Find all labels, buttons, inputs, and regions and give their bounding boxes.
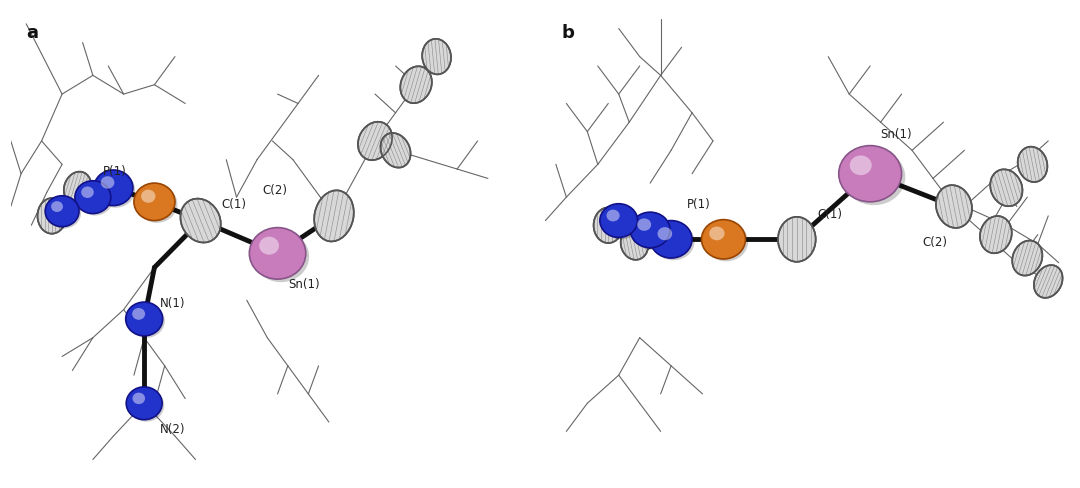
Circle shape bbox=[75, 181, 111, 214]
Circle shape bbox=[702, 220, 745, 259]
Ellipse shape bbox=[936, 185, 972, 228]
Text: P(1): P(1) bbox=[687, 198, 711, 211]
Circle shape bbox=[81, 186, 94, 198]
Ellipse shape bbox=[314, 190, 354, 242]
Ellipse shape bbox=[38, 198, 66, 234]
Circle shape bbox=[631, 212, 670, 248]
Text: N(1): N(1) bbox=[160, 297, 185, 309]
Circle shape bbox=[633, 214, 673, 250]
Ellipse shape bbox=[621, 228, 648, 260]
Text: C(1): C(1) bbox=[221, 198, 246, 211]
Circle shape bbox=[94, 170, 133, 205]
Circle shape bbox=[850, 156, 872, 175]
Circle shape bbox=[96, 172, 135, 208]
Ellipse shape bbox=[380, 133, 410, 167]
Ellipse shape bbox=[422, 39, 451, 74]
Circle shape bbox=[637, 218, 651, 231]
Circle shape bbox=[77, 183, 113, 216]
Text: b: b bbox=[562, 24, 573, 42]
Circle shape bbox=[652, 223, 694, 260]
Ellipse shape bbox=[64, 172, 91, 204]
Circle shape bbox=[658, 227, 672, 240]
Circle shape bbox=[599, 203, 637, 238]
Text: C(2): C(2) bbox=[922, 236, 947, 249]
Circle shape bbox=[134, 183, 175, 221]
Text: Sn(1): Sn(1) bbox=[880, 128, 913, 141]
Circle shape bbox=[126, 387, 162, 420]
Circle shape bbox=[51, 201, 63, 212]
Ellipse shape bbox=[990, 169, 1023, 206]
Circle shape bbox=[839, 145, 902, 202]
Ellipse shape bbox=[1017, 147, 1048, 182]
Ellipse shape bbox=[401, 66, 432, 103]
Circle shape bbox=[129, 389, 164, 422]
Circle shape bbox=[45, 196, 79, 226]
Circle shape bbox=[650, 221, 692, 258]
Ellipse shape bbox=[1012, 241, 1042, 276]
Ellipse shape bbox=[594, 207, 623, 243]
Text: C(1): C(1) bbox=[818, 207, 842, 221]
Text: C(2): C(2) bbox=[262, 184, 287, 197]
Circle shape bbox=[132, 308, 145, 320]
Circle shape bbox=[48, 198, 81, 228]
Ellipse shape bbox=[357, 122, 392, 160]
Text: N(2): N(2) bbox=[160, 423, 185, 436]
Circle shape bbox=[136, 185, 177, 223]
Circle shape bbox=[253, 231, 309, 282]
Circle shape bbox=[704, 222, 748, 262]
Ellipse shape bbox=[1034, 265, 1063, 298]
Circle shape bbox=[100, 176, 114, 189]
Circle shape bbox=[249, 227, 306, 279]
Circle shape bbox=[710, 226, 725, 240]
Circle shape bbox=[125, 302, 163, 336]
Text: a: a bbox=[26, 24, 38, 42]
Circle shape bbox=[259, 237, 279, 255]
Circle shape bbox=[603, 206, 639, 240]
Circle shape bbox=[133, 393, 145, 404]
Circle shape bbox=[141, 190, 156, 203]
Circle shape bbox=[127, 304, 165, 338]
Text: Sn(1): Sn(1) bbox=[288, 278, 320, 291]
Circle shape bbox=[607, 210, 620, 222]
Ellipse shape bbox=[980, 216, 1012, 253]
Ellipse shape bbox=[180, 199, 220, 243]
Text: P(1): P(1) bbox=[104, 165, 126, 179]
Ellipse shape bbox=[778, 217, 815, 262]
Circle shape bbox=[842, 149, 905, 205]
